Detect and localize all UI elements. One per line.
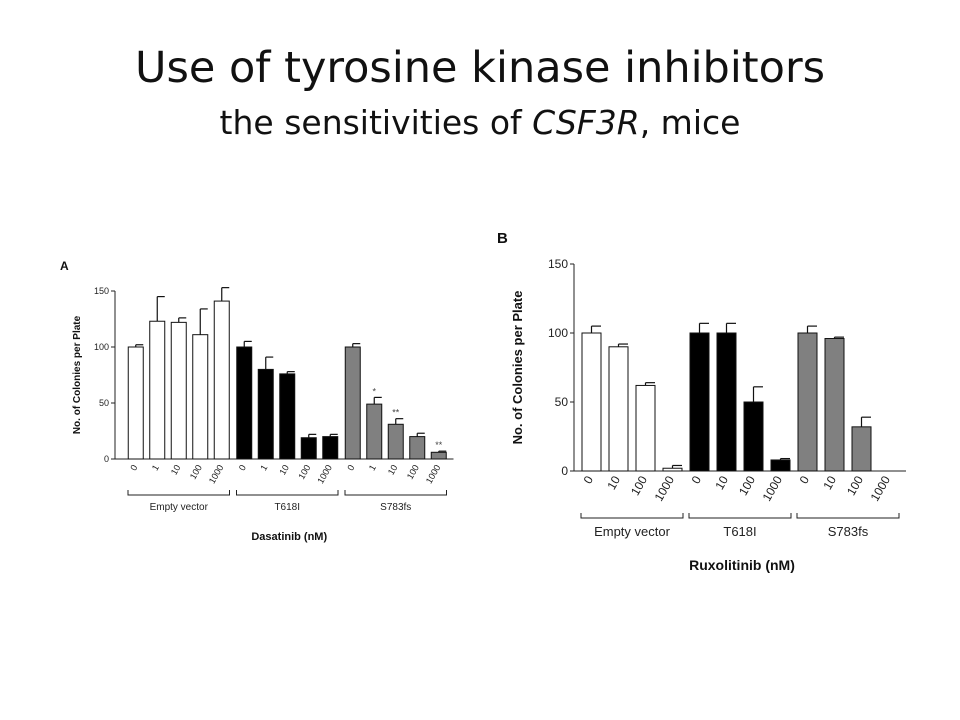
group-bracket <box>580 513 684 519</box>
group-bracket <box>796 513 900 519</box>
group-label: S783fs <box>828 524 869 539</box>
bar <box>300 437 317 460</box>
bar <box>257 368 274 460</box>
x-tick-label: 0 <box>128 463 139 472</box>
x-tick-label: 1 <box>258 463 269 472</box>
x-tick-label: 100 <box>405 463 421 481</box>
bar <box>824 338 845 472</box>
y-tick-label: 0 <box>561 464 568 478</box>
x-tick-label: 100 <box>628 473 650 498</box>
group-label: S783fs <box>380 502 411 513</box>
x-tick-label: 100 <box>736 473 758 498</box>
bar <box>716 332 737 472</box>
group-bracket <box>688 513 792 519</box>
bar <box>366 403 383 460</box>
x-tick-label: 10 <box>277 463 291 477</box>
y-tick-label: 0 <box>104 454 109 464</box>
x-tick-label: 1000 <box>652 473 678 503</box>
x-tick-label: 1 <box>367 463 378 472</box>
x-tick-label: 1000 <box>315 463 334 485</box>
slide-subtitle: the sensitivities of CSF3R, mice <box>0 98 960 148</box>
y-axis-title: No. of Colonies per Plate <box>510 291 525 445</box>
bar <box>689 332 710 472</box>
x-tick-label: 10 <box>386 463 400 477</box>
y-axis-title: No. of Colonies per Plate <box>72 315 83 434</box>
bar <box>322 436 339 460</box>
bar <box>192 334 209 460</box>
group-bracket <box>236 490 339 496</box>
x-tick-label: 0 <box>237 463 248 472</box>
bar <box>170 321 187 460</box>
bar <box>743 401 764 472</box>
group-bracket <box>127 490 230 496</box>
bar <box>409 436 426 460</box>
panel-label: A <box>60 259 69 273</box>
y-tick-label: 150 <box>94 286 109 296</box>
x-tick-label: 10 <box>169 463 183 477</box>
group-label: Empty vector <box>150 502 209 513</box>
x-tick-label: 100 <box>188 463 204 481</box>
bar <box>635 384 656 472</box>
x-tick-label: 1000 <box>760 473 786 503</box>
group-label: Empty vector <box>594 524 671 539</box>
x-tick-label: 1000 <box>207 463 226 485</box>
group-label: T618I <box>274 502 300 513</box>
bar <box>662 467 683 472</box>
x-tick-label: 1000 <box>424 463 443 485</box>
bar <box>213 300 230 460</box>
group-bracket <box>344 490 447 496</box>
subtitle-gene: CSF3R <box>532 103 640 142</box>
bar <box>770 459 791 472</box>
slide-title: Use of tyrosine kinase inhibitors <box>134 43 826 93</box>
bar <box>387 423 404 460</box>
subtitle-suffix: , mice <box>639 103 741 142</box>
x-tick-label: 0 <box>345 463 356 472</box>
significance-marker: ** <box>392 408 400 418</box>
x-tick-label: 1000 <box>868 473 894 503</box>
bar <box>279 373 296 460</box>
y-tick-label: 50 <box>555 395 569 409</box>
bar <box>581 332 602 472</box>
bar <box>851 426 872 472</box>
bar <box>430 451 447 460</box>
significance-marker: * <box>372 386 376 396</box>
x-tick-label: 0 <box>797 473 813 486</box>
bar <box>236 346 253 460</box>
panel-label: B <box>497 230 508 247</box>
bar <box>797 332 818 472</box>
bar <box>344 346 361 460</box>
y-tick-label: 100 <box>94 342 109 352</box>
x-tick-label: 10 <box>712 473 731 492</box>
x-tick-label: 10 <box>820 473 839 492</box>
group-label: T618I <box>723 524 756 539</box>
x-tick-label: 0 <box>581 473 597 486</box>
x-axis-title: Dasatinib (nM) <box>251 531 327 543</box>
x-tick-label: 100 <box>844 473 866 498</box>
bar <box>149 320 166 460</box>
x-axis-title: Ruxolitinib (nM) <box>689 557 795 573</box>
x-tick-label: 0 <box>689 473 705 486</box>
x-tick-label: 1 <box>150 463 161 472</box>
y-tick-label: 100 <box>548 326 568 340</box>
x-tick-label: 100 <box>296 463 312 481</box>
y-tick-label: 150 <box>548 257 568 271</box>
significance-marker: ** <box>435 440 443 450</box>
x-tick-label: 10 <box>604 473 623 492</box>
bar <box>608 346 629 472</box>
subtitle-prefix: the sensitivities of <box>219 103 533 142</box>
y-tick-label: 50 <box>99 398 109 408</box>
bar <box>127 346 144 460</box>
